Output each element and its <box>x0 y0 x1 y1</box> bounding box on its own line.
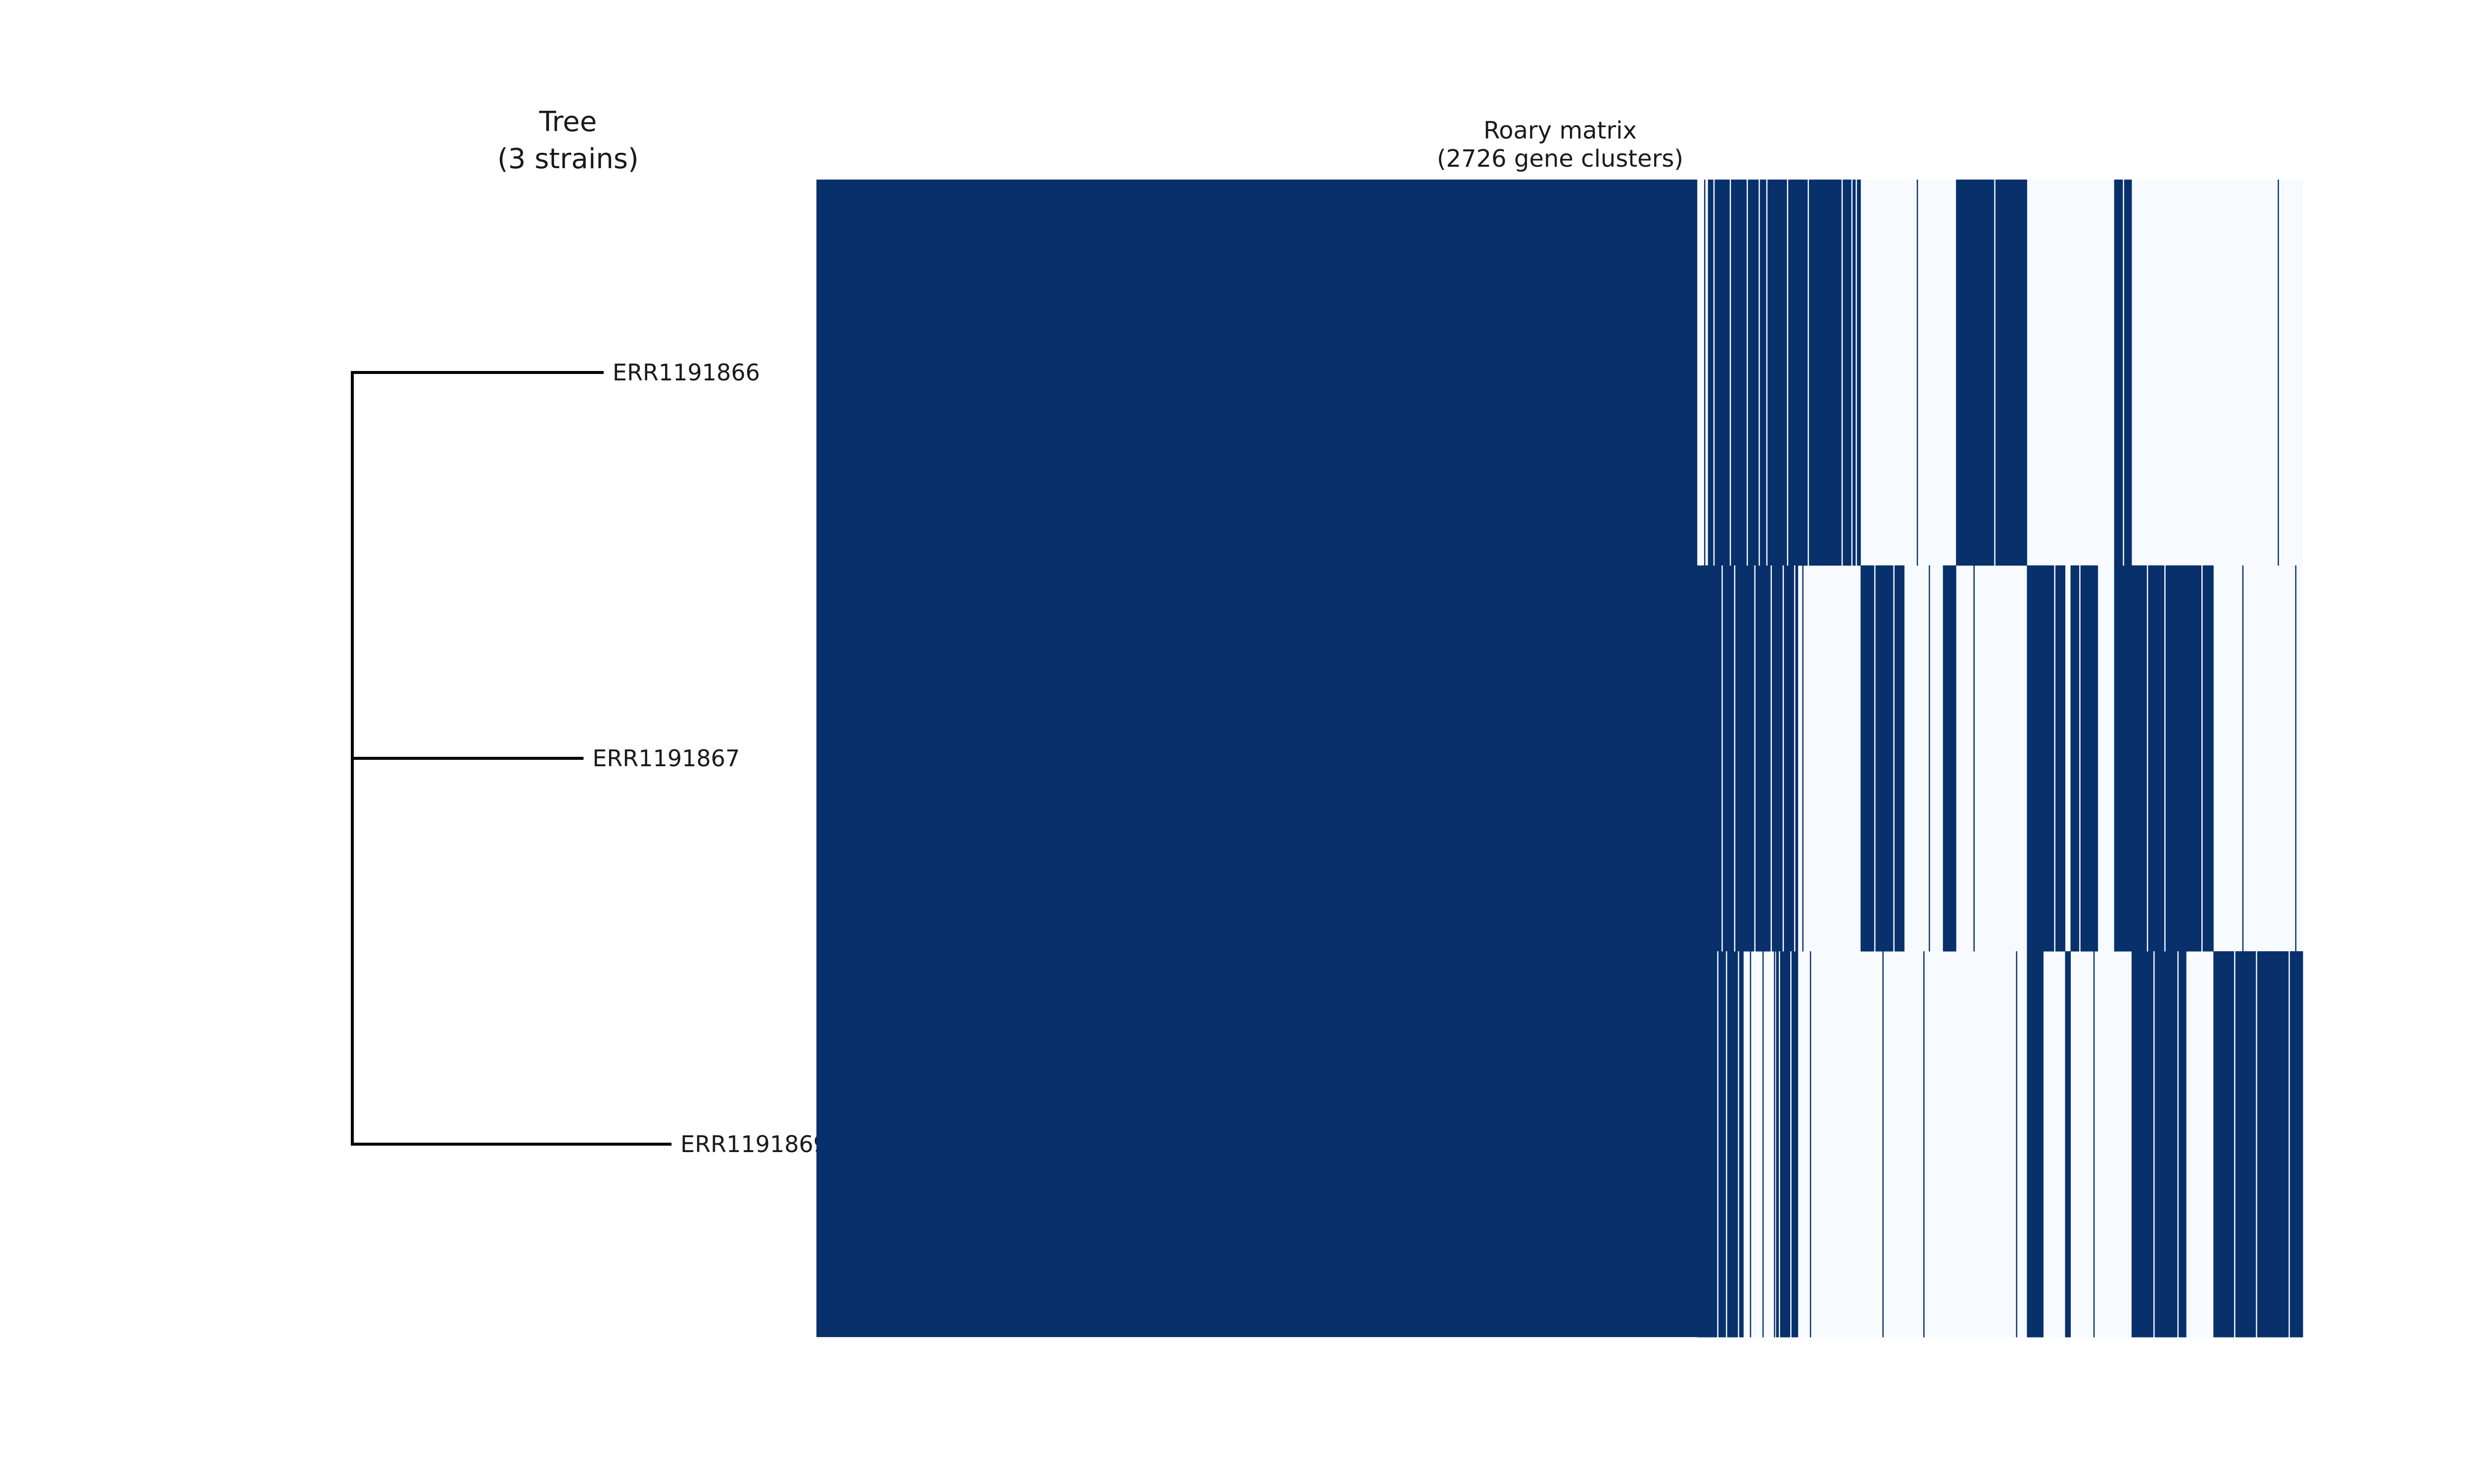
gene-stripe <box>2278 180 2279 566</box>
accessory-gene-block <box>1943 565 1956 952</box>
gene-stripe <box>1916 180 1918 566</box>
gene-stripe <box>1738 951 1739 1338</box>
gene-stripe <box>2201 565 2203 952</box>
gene-stripe <box>1726 951 1727 1338</box>
gene-stripe <box>1746 180 1748 566</box>
gene-stripe <box>2153 951 2155 1338</box>
accessory-gene-block <box>2027 951 2044 1338</box>
gene-stripe <box>1729 180 1731 566</box>
gene-stripe <box>1759 180 1760 566</box>
matrix-title: Roary matrix <box>1483 117 1637 144</box>
gene-stripe <box>1893 565 1895 952</box>
gene-stripe <box>2242 565 2244 952</box>
gene-stripe <box>1874 565 1876 952</box>
gene-stripe <box>1787 180 1789 566</box>
gene-stripe <box>1790 951 1792 1338</box>
gene-stripe <box>1778 951 1780 1338</box>
accessory-gene-block <box>2186 565 2214 952</box>
accessory-gene-block <box>1708 180 1744 566</box>
phylogenetic-tree: ERR1191866 ERR1191867 ERR1191869 <box>351 359 828 1158</box>
gene-stripe <box>1851 180 1853 566</box>
accessory-gene-block <box>1697 565 1709 952</box>
accessory-gene-block <box>1708 951 1744 1338</box>
gene-stripe <box>1700 180 1701 566</box>
gene-stripe <box>2079 565 2081 952</box>
gene-stripe <box>1929 565 1930 952</box>
accessory-gene-block <box>1814 180 1861 566</box>
gene-stripe <box>2288 951 2290 1338</box>
gene-stripe <box>1809 951 1811 1338</box>
gene-stripe <box>1704 180 1706 566</box>
gene-stripe <box>1774 951 1775 1338</box>
accessory-gene-block <box>1708 565 1744 952</box>
tree-title: Tree <box>539 106 597 138</box>
gene-stripe <box>1713 180 1715 566</box>
gene-stripe <box>2256 951 2257 1338</box>
tree-leaf-label: ERR1191867 <box>592 745 740 772</box>
gene-stripe <box>1721 565 1723 952</box>
tree-leaf-label: ERR1191869 <box>680 1131 828 1158</box>
presence-absence-matrix <box>816 180 2303 1338</box>
gene-stripe <box>1882 951 1884 1338</box>
accessory-gene-block <box>1860 565 1904 952</box>
gene-stripe <box>1794 565 1796 952</box>
gene-stripe <box>2093 951 2095 1338</box>
tree-subtitle: (3 strains) <box>497 143 639 175</box>
gene-stripe <box>1766 180 1768 566</box>
gene-stripe <box>2054 565 2055 952</box>
accessory-gene-block <box>1956 180 2027 566</box>
gene-stripe <box>2123 180 2124 566</box>
gene-stripe <box>1754 565 1756 952</box>
gene-stripe <box>1808 180 1809 566</box>
gene-stripe <box>1923 951 1925 1338</box>
core-genome-block <box>816 180 1698 1337</box>
gene-stripe <box>2295 565 2297 952</box>
gene-stripe <box>2177 951 2179 1338</box>
gene-stripe <box>1802 565 1804 952</box>
accessory-gene-block <box>2131 951 2187 1338</box>
gene-stripe <box>1856 180 1857 566</box>
gene-stripe <box>1973 565 1975 952</box>
tree-leaf-label: ERR1191866 <box>613 359 760 386</box>
gene-stripe <box>2016 951 2017 1338</box>
gene-stripe <box>1841 180 1843 566</box>
accessory-gene-block <box>2131 565 2187 952</box>
accessory-gene-block <box>1798 180 1815 566</box>
gene-stripe <box>1994 180 1996 566</box>
gene-stripe <box>2164 565 2166 952</box>
accessory-gene-block <box>2065 951 2071 1338</box>
accessory-gene-block <box>2114 565 2132 952</box>
accessory-gene-block <box>2027 565 2044 952</box>
gene-stripe <box>1750 951 1752 1338</box>
gene-stripe <box>1762 951 1764 1338</box>
gene-stripe <box>1734 565 1736 952</box>
gene-stripe <box>2146 565 2148 952</box>
gene-stripe <box>1770 565 1772 952</box>
accessory-gene-block <box>2070 565 2098 952</box>
matrix-subtitle: (2726 gene clusters) <box>1437 145 1683 173</box>
gene-stripe <box>1782 565 1784 952</box>
accessory-gene-block <box>2213 951 2303 1338</box>
gene-stripe <box>1717 951 1718 1338</box>
accessory-gene-block <box>1697 951 1709 1338</box>
gene-stripe <box>2234 951 2236 1338</box>
